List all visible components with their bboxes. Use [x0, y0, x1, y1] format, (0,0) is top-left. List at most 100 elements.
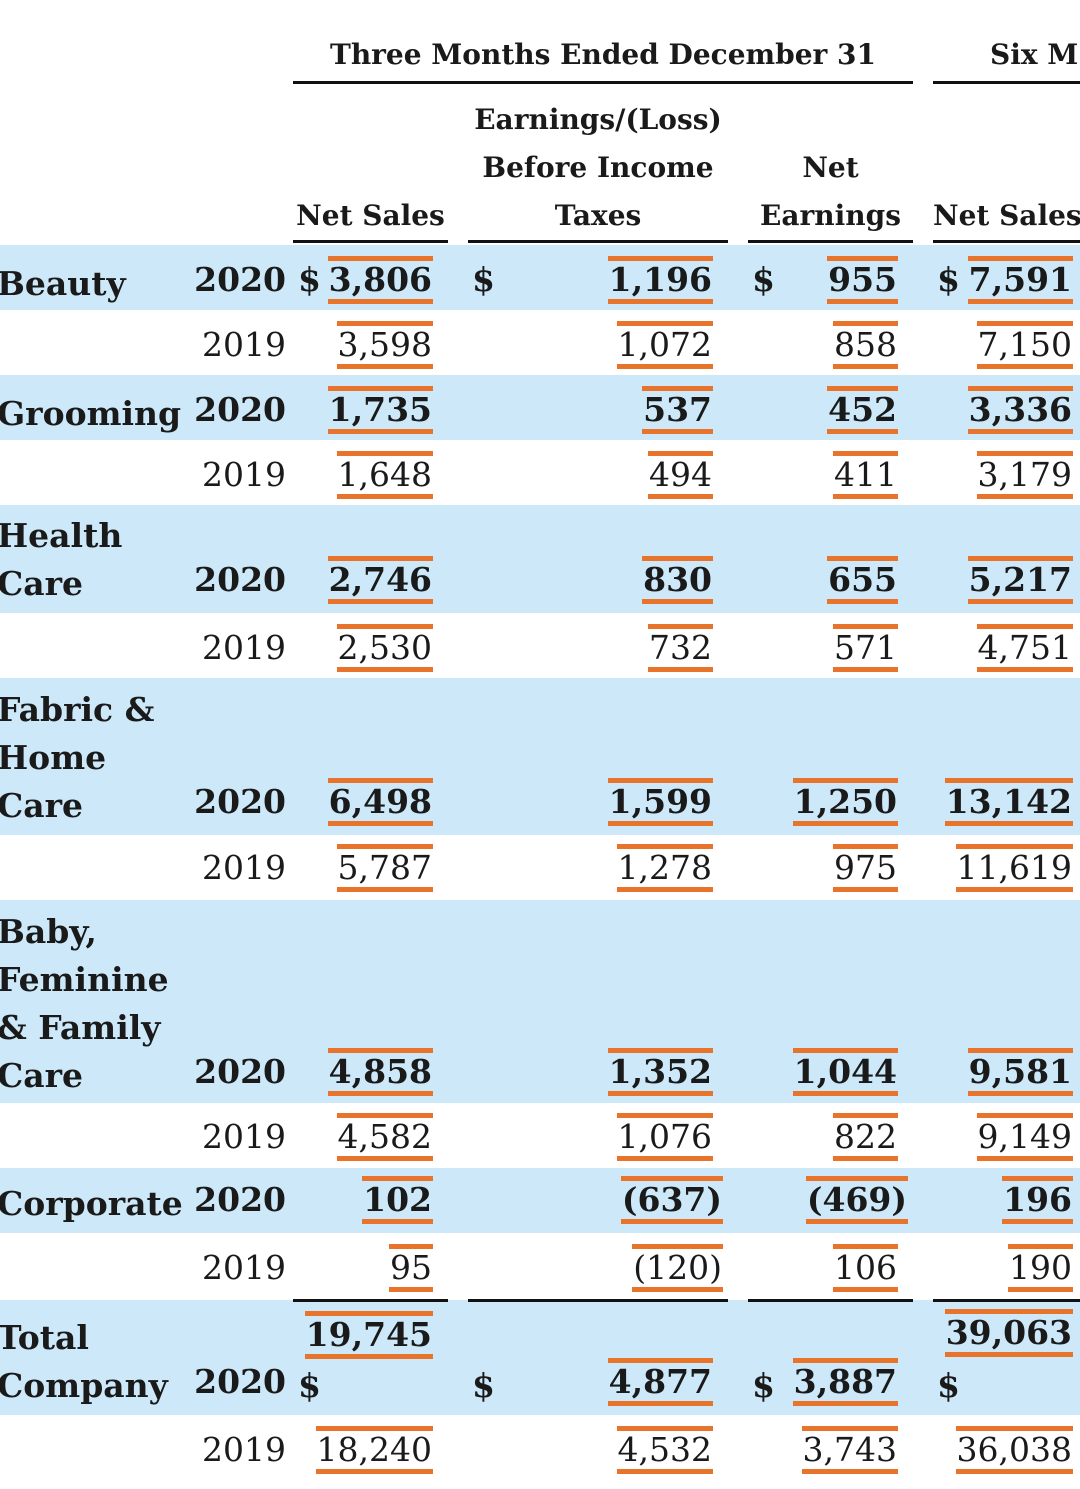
year: 2019	[202, 1248, 286, 1287]
year: 2019	[202, 325, 286, 364]
cell-value: 9,581	[967, 1048, 1073, 1096]
cell-value: 3,336	[967, 386, 1073, 434]
column-header: Earnings/(Loss)	[474, 103, 722, 136]
group-rule	[293, 81, 913, 84]
year: 2020	[194, 1052, 286, 1091]
cell-value: 4,532	[616, 1426, 713, 1474]
column-header: Net	[802, 151, 859, 184]
column-header: Net Sales	[296, 199, 445, 232]
cell-value: 858	[833, 321, 898, 369]
header-rule	[748, 240, 913, 243]
group-rule	[933, 81, 1080, 84]
cell-value: 4,582	[336, 1113, 433, 1161]
row-label: Beauty	[0, 264, 126, 303]
header-rule	[468, 240, 728, 243]
cell-value: 3,743	[801, 1426, 898, 1474]
row-band	[0, 375, 1080, 440]
cell-value: 106	[833, 1244, 898, 1292]
cell-value: 1,044	[792, 1048, 898, 1096]
currency-sign: $	[937, 260, 960, 299]
row-label: Health	[0, 516, 123, 555]
total-rule	[933, 1299, 1080, 1302]
cell-value: 1,072	[616, 321, 713, 369]
group-title: Six M	[990, 38, 1079, 71]
cell-value: 95	[389, 1244, 433, 1292]
currency-sign: $	[752, 260, 775, 299]
cell-value: 9,149	[976, 1113, 1073, 1161]
column-header: Earnings	[760, 199, 901, 232]
cell-value: 7,150	[976, 321, 1073, 369]
cell-value: 4,751	[976, 624, 1073, 672]
cell-value: 39,063	[944, 1309, 1073, 1357]
cell-value: 5,217	[967, 556, 1073, 604]
total-rule	[748, 1299, 913, 1302]
cell-value: 955	[827, 256, 898, 304]
cell-value: (469)	[805, 1176, 908, 1224]
year: 2019	[202, 1117, 286, 1156]
row-label: Feminine	[0, 960, 169, 999]
cell-value: (120)	[632, 1244, 723, 1292]
year: 2020	[194, 260, 286, 299]
cell-value: 655	[827, 556, 898, 604]
currency-sign: $	[472, 1366, 495, 1405]
year: 2019	[202, 628, 286, 667]
total-rule	[468, 1299, 728, 1302]
row-band	[0, 245, 1080, 310]
cell-value: 19,745	[304, 1311, 433, 1359]
cell-value: 102	[362, 1176, 433, 1224]
cell-value: 4,877	[607, 1358, 713, 1406]
cell-value: 5,787	[336, 844, 433, 892]
cell-value: 36,038	[955, 1426, 1073, 1474]
row-band	[0, 1300, 1080, 1415]
row-label: Care	[0, 786, 84, 825]
year: 2020	[194, 390, 286, 429]
cell-value: 411	[833, 451, 898, 499]
column-header: Before Income	[482, 151, 714, 184]
cell-value: 11,619	[955, 844, 1073, 892]
cell-value: 190	[1008, 1244, 1073, 1292]
cell-value: 452	[827, 386, 898, 434]
cell-value: 6,498	[327, 778, 433, 826]
year: 2020	[194, 782, 286, 821]
row-label: Grooming	[0, 394, 182, 433]
row-label: Total	[0, 1318, 89, 1357]
row-label: Care	[0, 1056, 84, 1095]
row-band	[0, 900, 1080, 1103]
cell-value: 18,240	[315, 1426, 433, 1474]
cell-value: 4,858	[327, 1048, 433, 1096]
cell-value: 1,735	[327, 386, 433, 434]
cell-value: 1,352	[607, 1048, 713, 1096]
currency-sign: $	[472, 260, 495, 299]
cell-value: 1,278	[616, 844, 713, 892]
header-rule	[933, 240, 1080, 243]
row-band	[0, 505, 1080, 613]
row-label: Fabric &	[0, 690, 155, 729]
cell-value: 1,648	[336, 451, 433, 499]
header-rule	[293, 240, 448, 243]
currency-sign: $	[298, 1366, 321, 1405]
column-header: Taxes	[554, 199, 642, 232]
row-label: Company	[0, 1366, 168, 1405]
cell-value: 537	[642, 386, 713, 434]
currency-sign: $	[298, 260, 321, 299]
row-label: & Family	[0, 1008, 161, 1047]
year: 2019	[202, 848, 286, 887]
group-title: Three Months Ended December 31	[329, 38, 876, 71]
row-label: Corporate	[0, 1184, 183, 1223]
cell-value: 1,196	[607, 256, 713, 304]
cell-value: 13,142	[944, 778, 1073, 826]
currency-sign: $	[752, 1366, 775, 1405]
cell-value: (637)	[620, 1176, 723, 1224]
cell-value: 1,599	[607, 778, 713, 826]
cell-value: 830	[642, 556, 713, 604]
cell-value: 732	[648, 624, 713, 672]
total-rule	[293, 1299, 448, 1302]
year: 2019	[202, 1430, 286, 1469]
cell-value: 3,179	[976, 451, 1073, 499]
cell-value: 822	[833, 1113, 898, 1161]
year: 2020	[194, 560, 286, 599]
row-label: Care	[0, 564, 84, 603]
cell-value: 975	[833, 844, 898, 892]
year: 2020	[194, 1362, 286, 1401]
